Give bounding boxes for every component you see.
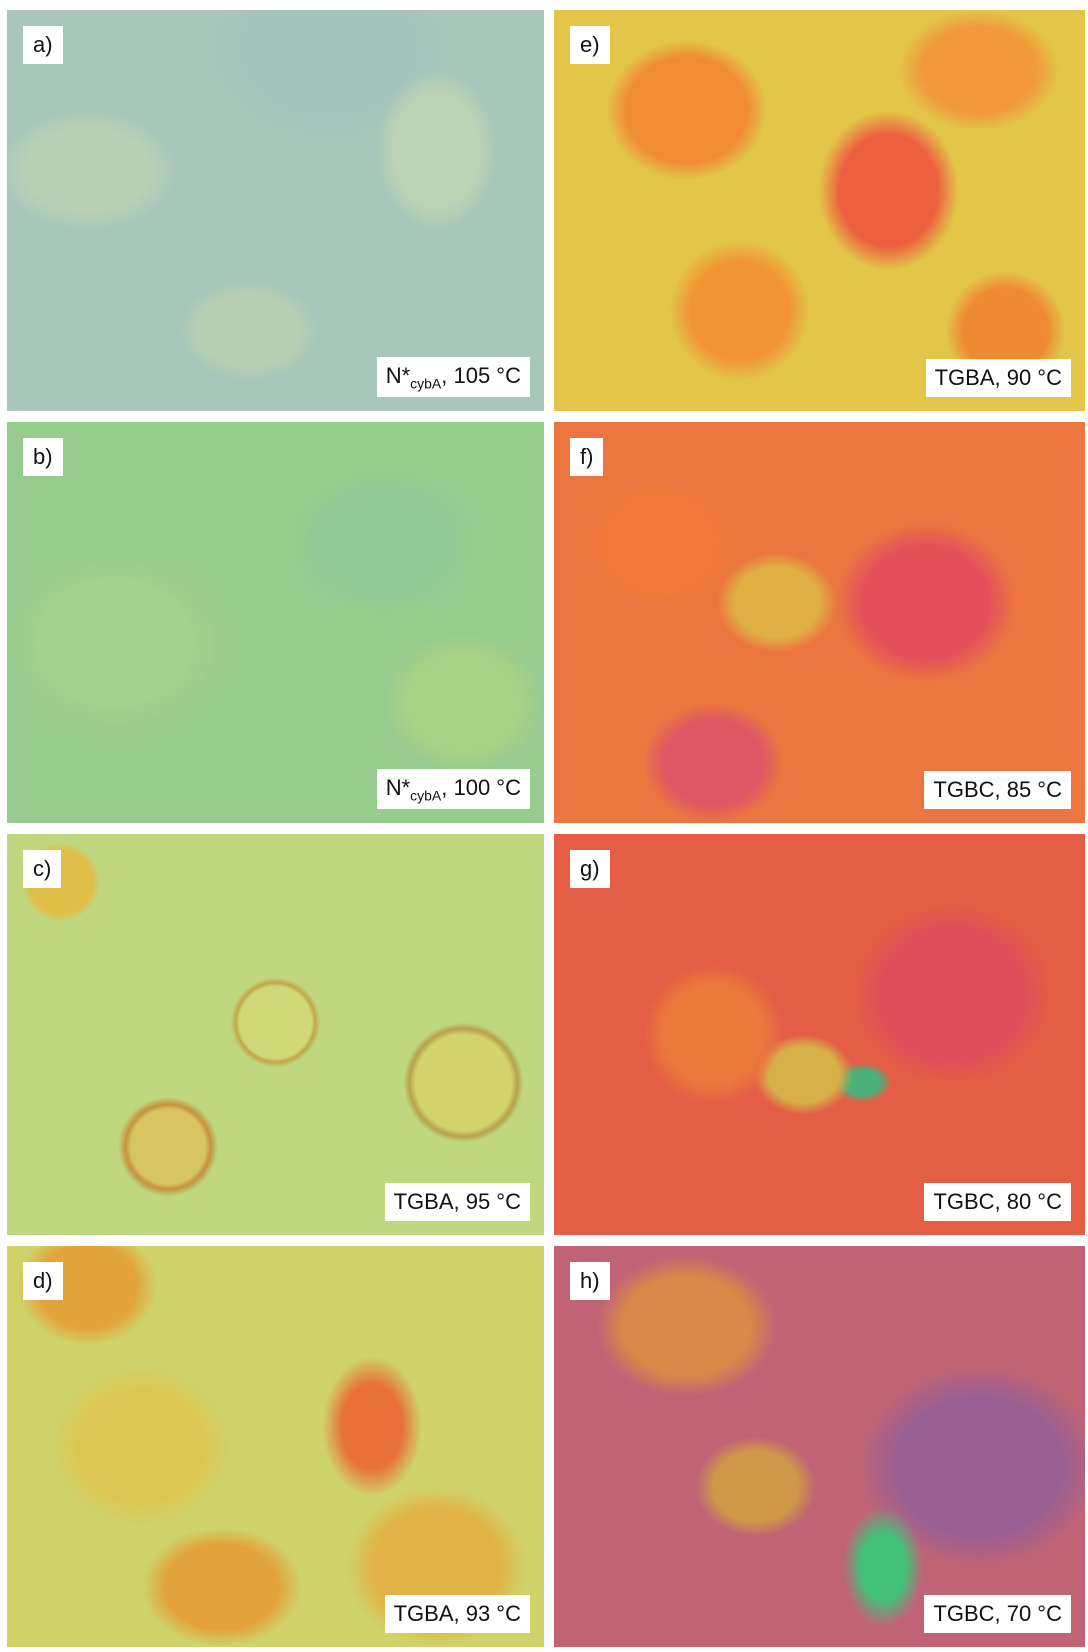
caption-text: TGBA, 90 °C xyxy=(935,365,1062,390)
micrograph-panel: c) TGBA, 95 °C xyxy=(7,834,544,1235)
panel-label: g) xyxy=(570,850,610,888)
caption-text: TGBC, 85 °C xyxy=(933,777,1062,802)
panel-caption: TGBA, 93 °C xyxy=(385,1595,530,1633)
panel-label: e) xyxy=(570,26,610,64)
panel-caption: TGBA, 95 °C xyxy=(385,1183,530,1221)
panel-label: a) xyxy=(23,26,63,64)
caption-text: N* xyxy=(386,363,410,388)
micrograph-panel: h) TGBC, 70 °C xyxy=(554,1246,1085,1647)
page: a)N*cybA, 105 °Cb)N*cybA, 100 °Cc)TGBA, … xyxy=(0,0,1088,1652)
panel-caption: TGBC, 85 °C xyxy=(924,771,1071,809)
panel-caption: TGBC, 80 °C xyxy=(924,1183,1071,1221)
panel-label: b) xyxy=(23,438,63,476)
caption-text: TGBC, 70 °C xyxy=(933,1601,1062,1626)
micrograph-panel: a) N*cybA, 105 °C xyxy=(7,10,544,411)
micrograph-panel: d) TGBA, 93 °C xyxy=(7,1246,544,1647)
caption-subscript: cybA xyxy=(410,375,441,391)
caption-text: TGBC, 80 °C xyxy=(933,1189,1062,1214)
panel-label: c) xyxy=(23,850,61,888)
caption-text: TGBA, 93 °C xyxy=(394,1601,521,1626)
panel-caption: N*cybA, 105 °C xyxy=(377,357,530,397)
micrograph-panel: b) N*cybA, 100 °C xyxy=(7,422,544,823)
panel-label: f) xyxy=(570,438,603,476)
panel-label: d) xyxy=(23,1262,63,1300)
caption-subscript: cybA xyxy=(410,787,441,803)
caption-text: N* xyxy=(386,775,410,800)
caption-rest: , 105 °C xyxy=(441,363,521,388)
micrograph-panel: g) TGBC, 80 °C xyxy=(554,834,1085,1235)
panel-caption: TGBC, 70 °C xyxy=(924,1595,1071,1633)
micrograph-panel: e) TGBA, 90 °C xyxy=(554,10,1085,411)
panel-caption: N*cybA, 100 °C xyxy=(377,769,530,809)
micrograph-panel: f) TGBC, 85 °C xyxy=(554,422,1085,823)
caption-rest: , 100 °C xyxy=(441,775,521,800)
panel-caption: TGBA, 90 °C xyxy=(926,359,1071,397)
caption-text: TGBA, 95 °C xyxy=(394,1189,521,1214)
panel-label: h) xyxy=(570,1262,610,1300)
